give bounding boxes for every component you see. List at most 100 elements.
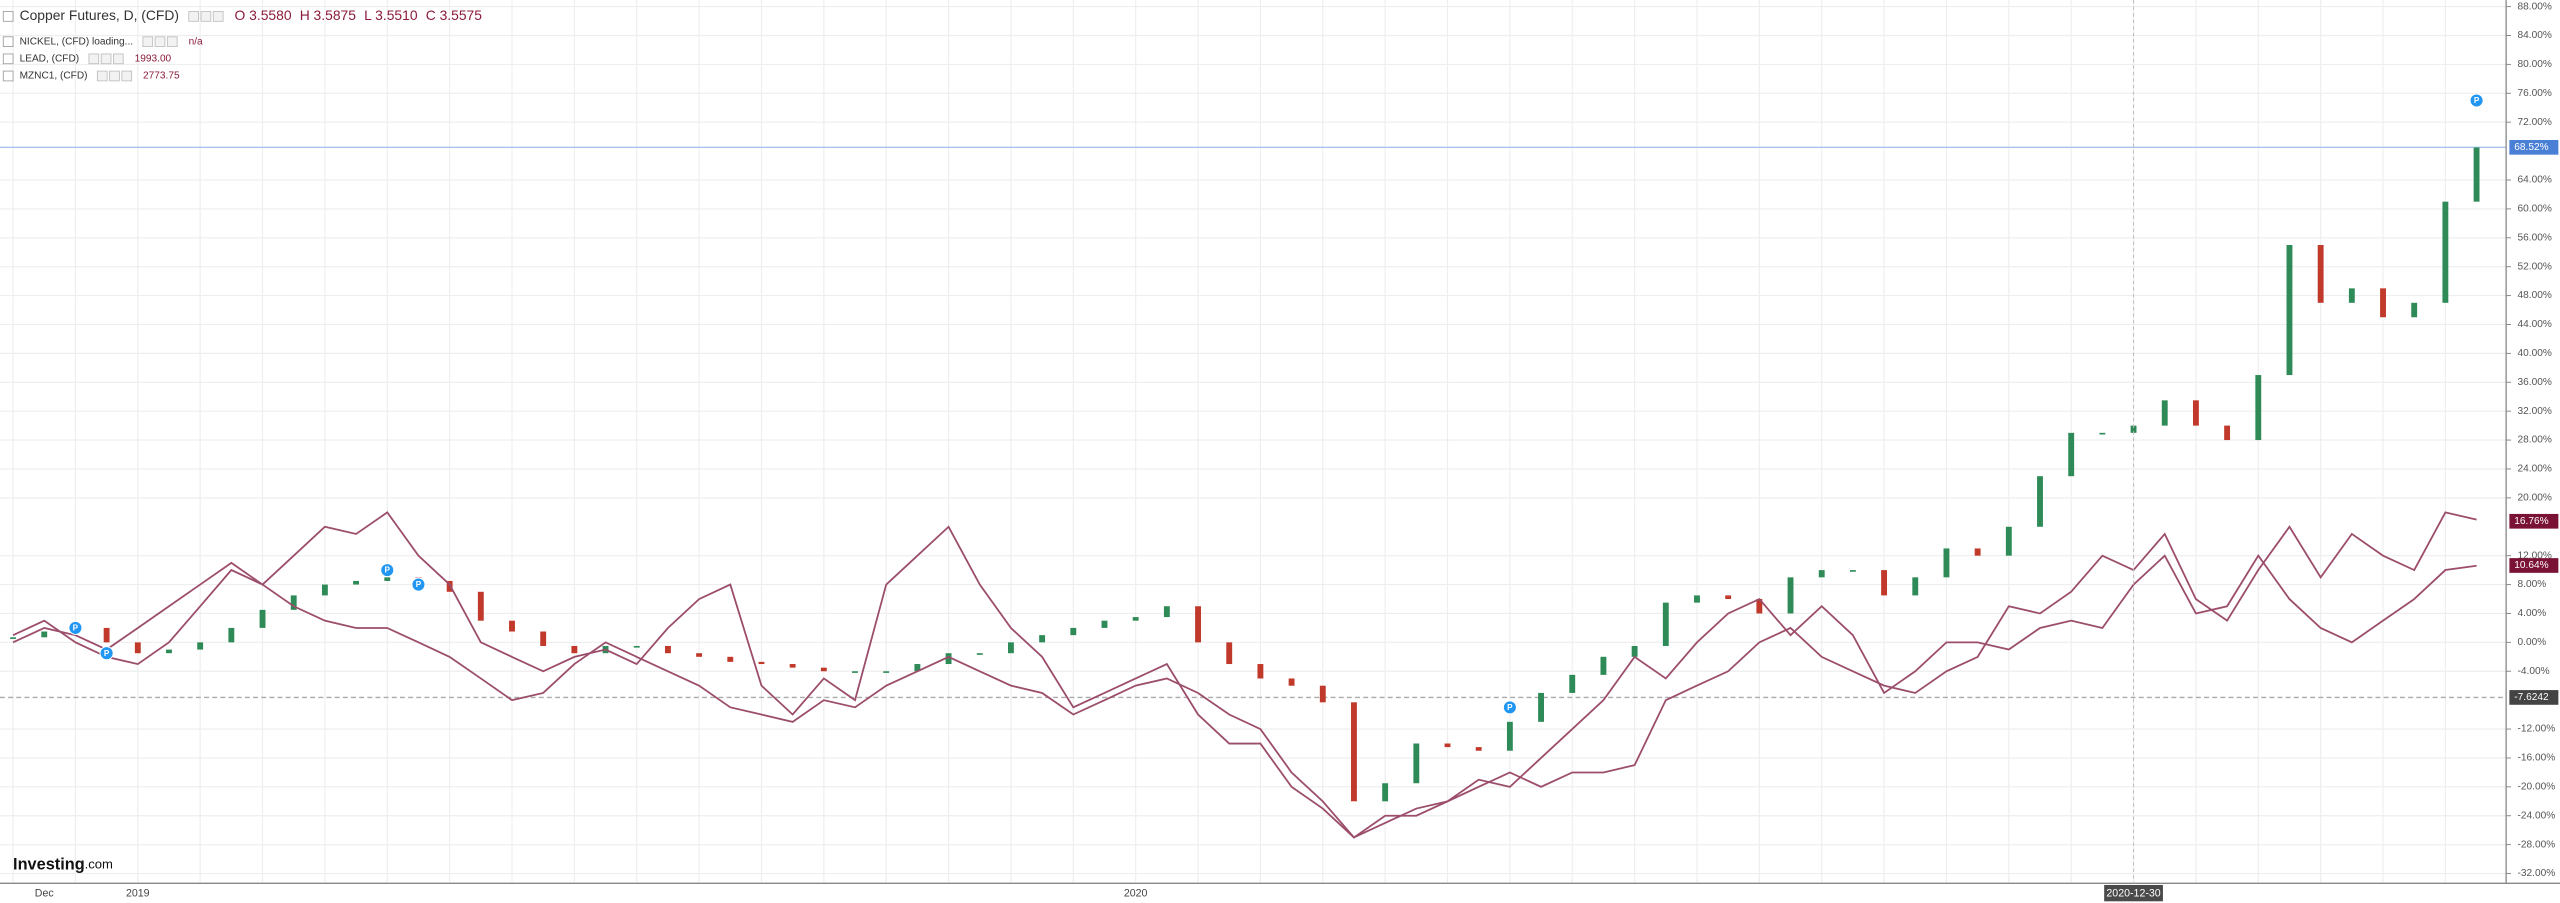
candle xyxy=(2037,476,2043,527)
legend-button xyxy=(166,36,178,48)
candle xyxy=(2317,245,2324,303)
candle xyxy=(1039,635,1046,643)
price-label-box xyxy=(2509,690,2559,705)
y-tick-label: 0.00% xyxy=(2518,637,2547,648)
event-marker xyxy=(99,646,114,661)
candle xyxy=(2130,425,2137,433)
candle xyxy=(1787,577,1794,614)
candle xyxy=(1881,570,1888,596)
y-tick-label: 60.00% xyxy=(2518,204,2552,215)
legend-button xyxy=(188,11,200,22)
candle xyxy=(509,620,515,632)
legend-value: H 3.5875 xyxy=(300,7,357,23)
event-marker xyxy=(380,563,395,578)
candle xyxy=(758,661,765,665)
legend-button xyxy=(88,53,100,65)
candle xyxy=(134,642,141,654)
y-tick-label: 32.00% xyxy=(2518,406,2552,417)
price-label: 16.76% xyxy=(2514,516,2548,527)
y-tick-label: 48.00% xyxy=(2518,290,2552,301)
candle xyxy=(789,664,796,668)
x-label-box xyxy=(2104,884,2163,902)
candle xyxy=(228,627,235,643)
price-label-box xyxy=(2509,558,2559,573)
brand-suffix: .com xyxy=(85,857,113,872)
candle xyxy=(1195,606,1201,643)
legend-value: 2773.75 xyxy=(143,71,180,82)
candle xyxy=(103,627,110,643)
legend-name: NICKEL, (CFD) loading... xyxy=(20,36,133,47)
candle xyxy=(1070,627,1077,636)
y-tick-label: 80.00% xyxy=(2518,59,2552,70)
y-tick-label: -16.00% xyxy=(2518,753,2556,764)
legend: Copper Futures, D, (CFD) O 3.5580 H 3.5875… xyxy=(2,7,483,82)
candle xyxy=(976,653,983,655)
y-tick-label: 36.00% xyxy=(2518,377,2552,388)
candle xyxy=(2286,245,2293,376)
price-label-box xyxy=(2509,513,2559,529)
event-marker xyxy=(411,577,426,592)
y-tick-label: 28.00% xyxy=(2518,435,2552,446)
event-marker-label: P xyxy=(73,624,79,633)
candle xyxy=(290,595,297,610)
legend-toggle xyxy=(2,11,14,22)
y-tick-label: 52.00% xyxy=(2518,261,2552,272)
x-tick-label: 2020-12-30 xyxy=(2106,888,2160,900)
event-marker-label: P xyxy=(104,649,110,658)
legend-button xyxy=(121,70,133,82)
candle xyxy=(1008,642,1014,654)
candle xyxy=(727,656,734,662)
candle xyxy=(2442,201,2449,303)
legend-toggle xyxy=(2,53,14,65)
brand-name: Investing xyxy=(13,856,85,874)
candle xyxy=(1569,674,1576,693)
y-tick-label: 72.00% xyxy=(2518,117,2552,128)
legend-toggle xyxy=(2,70,14,82)
candle xyxy=(1319,685,1326,703)
candle xyxy=(1163,606,1170,618)
candle xyxy=(633,645,640,648)
candle xyxy=(2192,400,2199,426)
legend-button xyxy=(109,70,120,82)
y-tick-label: -20.00% xyxy=(2518,782,2556,793)
brand-logo: Investing.com xyxy=(13,856,113,874)
price-label: 10.64% xyxy=(2514,560,2548,571)
candle xyxy=(1351,702,1357,802)
candle xyxy=(1382,783,1389,802)
y-tick-label: 56.00% xyxy=(2518,232,2552,243)
legend-value: C 3.5575 xyxy=(426,7,483,23)
candle xyxy=(1974,548,1981,556)
candle xyxy=(1631,645,1638,657)
legend-button xyxy=(142,36,154,48)
y-tick-label: -12.00% xyxy=(2518,724,2556,735)
legend-button xyxy=(113,53,124,65)
candle xyxy=(2005,526,2012,556)
legend-button xyxy=(96,70,108,82)
series-line xyxy=(12,554,2477,839)
candle xyxy=(1538,692,1544,722)
candle xyxy=(2411,302,2418,318)
y-tick-label: 76.00% xyxy=(2518,88,2552,99)
candle xyxy=(1600,656,1607,675)
y-tick-label: 40.00% xyxy=(2518,348,2552,359)
plot: P P P P P P xyxy=(0,93,2507,839)
candle xyxy=(1226,642,1233,665)
event-marker-label: P xyxy=(385,566,391,575)
candle xyxy=(353,580,360,585)
candle xyxy=(197,642,204,650)
candle xyxy=(1413,743,1420,784)
price-label: 68.52% xyxy=(2514,142,2548,153)
candle xyxy=(820,667,827,672)
series-line xyxy=(12,511,2477,839)
y-tick-label: -4.00% xyxy=(2518,666,2550,677)
candle xyxy=(166,649,172,654)
candle xyxy=(1444,743,1451,748)
legend-toggle xyxy=(2,36,14,48)
legend-value: O 3.5580 xyxy=(235,7,292,23)
price-label: -7.6242 xyxy=(2514,692,2549,703)
candle xyxy=(2068,432,2075,477)
candle xyxy=(914,664,921,672)
legend-name: LEAD, (CFD) xyxy=(20,54,80,65)
candle xyxy=(1257,664,1264,679)
